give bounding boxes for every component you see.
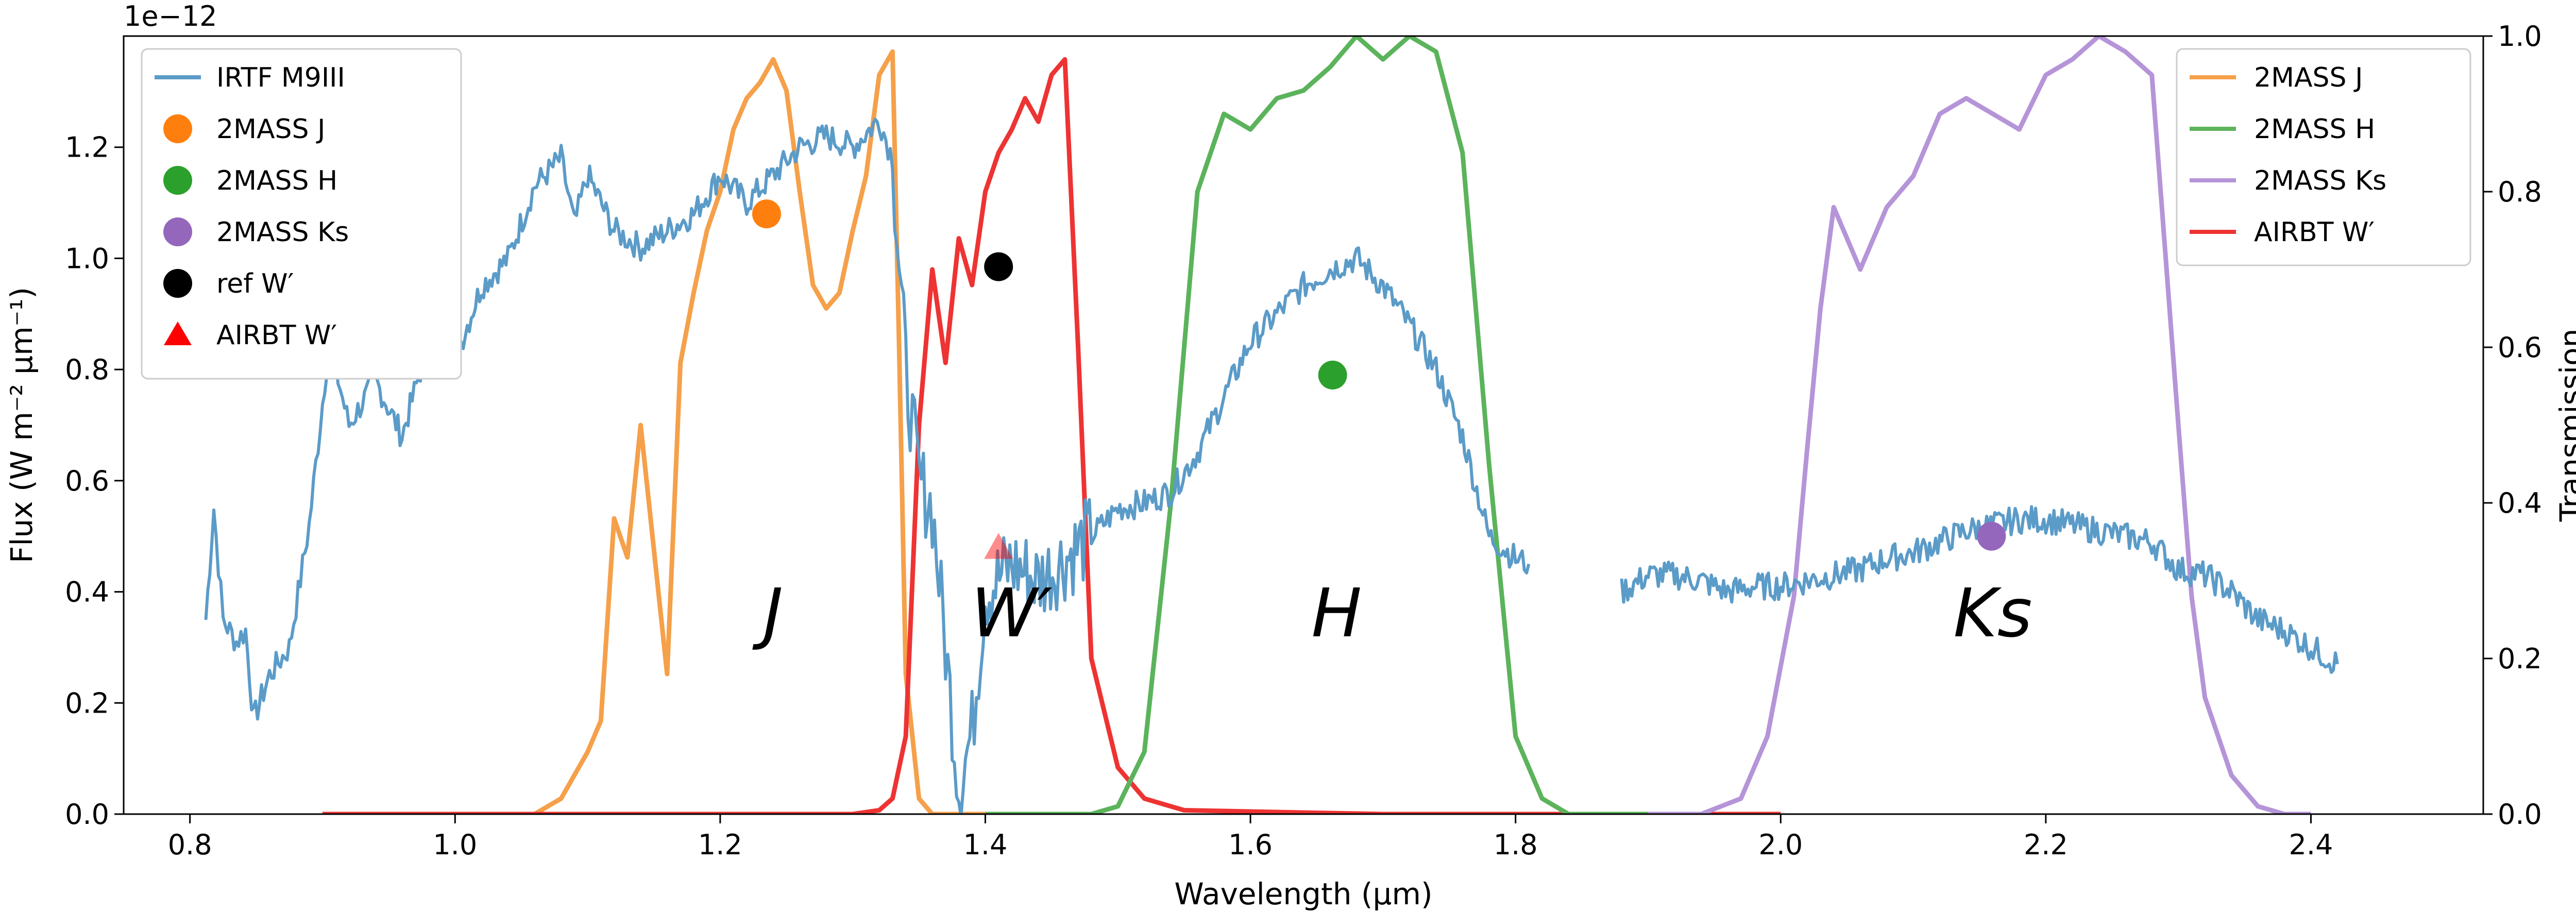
x-tick-label: 2.4	[2289, 829, 2333, 861]
y-left-tick-layer: 0.0 0.2 0.4 0.6 0.8 1.0 1.2	[65, 131, 124, 831]
y-left-tick-label: 1.2	[65, 131, 109, 164]
y-right-tick-label: 0.4	[2498, 487, 2542, 519]
legend-left-box	[141, 48, 462, 380]
x-tick-label: 1.6	[1228, 829, 1273, 861]
spectrum-layer	[204, 117, 2339, 814]
marker-layer	[752, 199, 2006, 559]
band-label-ks: Ks	[1953, 574, 2032, 652]
legend-right-label-2mass-j: 2MASS J	[2254, 62, 2363, 93]
data-point-2mass-ks	[1977, 521, 2006, 551]
filter-layer	[323, 36, 2311, 814]
series-line-spectrum-segment-2	[1620, 505, 2339, 674]
y-right-tick-label: 0.8	[2498, 176, 2542, 208]
data-point-airbt-w	[984, 533, 1013, 559]
y-left-tick-label: 0.2	[65, 687, 109, 719]
legend-right-label-2mass-ks: 2MASS Ks	[2254, 165, 2386, 196]
series-line-filter-2mass-j	[323, 49, 1012, 814]
legend-right-box	[2176, 48, 2471, 266]
y-right-axis-label: Transmission	[2553, 329, 2576, 522]
y-right-tick-label: 0.2	[2498, 643, 2542, 675]
legend-left-label-ref-w: ref W′	[216, 268, 294, 299]
x-tick-label: 1.0	[433, 829, 477, 861]
legend-left-handle-ref-w	[163, 269, 192, 298]
legend-left-handle-airbt-w	[164, 322, 192, 345]
legend-left-label-2mass-h: 2MASS H	[216, 165, 337, 196]
legend-left: IRTF M9III 2MASS J 2MASS H 2MASS Ks ref W′ AI…	[141, 48, 462, 380]
legend-left-label-2mass-j: 2MASS J	[216, 114, 325, 145]
y-right-tick-layer: 0.0 0.2 0.4 0.6 0.8 1.0	[2483, 20, 2542, 831]
series-line-filter-2mass-ks	[1648, 36, 2311, 814]
y-left-tick-label: 0.0	[65, 798, 109, 831]
y-left-axis-label: Flux (W m⁻² μm⁻¹)	[4, 287, 39, 563]
y-right-tick-label: 0.6	[2498, 331, 2542, 364]
band-label-j: J	[752, 574, 783, 652]
data-point-ref-w	[984, 252, 1013, 281]
x-tick-label: 1.4	[963, 829, 1008, 861]
data-point-2mass-j	[752, 199, 781, 229]
x-tick-label: 2.2	[2024, 829, 2068, 861]
legend-right: 2MASS J 2MASS H 2MASS Ks AIRBT W′	[2176, 48, 2471, 266]
series-line-filter-airbt-w	[323, 57, 1781, 814]
series-line-filter-2mass-h	[985, 36, 1648, 814]
legend-left-label-airbt-w: AIRBT W′	[216, 320, 337, 351]
y-left-tick-label: 1.0	[65, 242, 109, 275]
x-tick-label: 1.8	[1494, 829, 1538, 861]
band-label-w: W′	[971, 574, 1053, 652]
y-right-tick-label: 0.0	[2498, 798, 2542, 831]
legend-left-handle-2mass-j	[163, 114, 192, 143]
legend-right-label-airbt-w: AIRBT W′	[2254, 217, 2375, 248]
legend-left-handle-2mass-ks	[163, 217, 192, 246]
x-tick-layer: 0.8 1.0 1.2 1.4 1.6 1.8 2.0 2.2 2.4	[168, 814, 2333, 861]
y-left-tick-label: 0.6	[65, 465, 109, 497]
x-tick-label: 2.0	[1758, 829, 1803, 861]
band-label-h: H	[1311, 574, 1362, 652]
band-label-layer: J W′ H Ks	[752, 574, 2032, 652]
data-point-2mass-h	[1318, 360, 1347, 390]
legend-right-label-2mass-h: 2MASS H	[2254, 114, 2375, 145]
legend-left-label-irtf-m9iii: IRTF M9III	[216, 62, 345, 93]
x-tick-label: 0.8	[168, 829, 212, 861]
offset-text: 1e−12	[124, 0, 217, 32]
y-right-tick-label: 1.0	[2498, 20, 2542, 53]
legend-left-handle-2mass-h	[163, 166, 192, 195]
y-left-tick-label: 0.4	[65, 576, 109, 609]
x-axis-label: Wavelength (μm)	[1174, 876, 1432, 911]
legend-left-label-2mass-ks: 2MASS Ks	[216, 217, 349, 248]
plot-frame	[123, 35, 2484, 815]
x-tick-label: 1.2	[698, 829, 742, 861]
y-left-tick-label: 0.8	[65, 353, 109, 386]
